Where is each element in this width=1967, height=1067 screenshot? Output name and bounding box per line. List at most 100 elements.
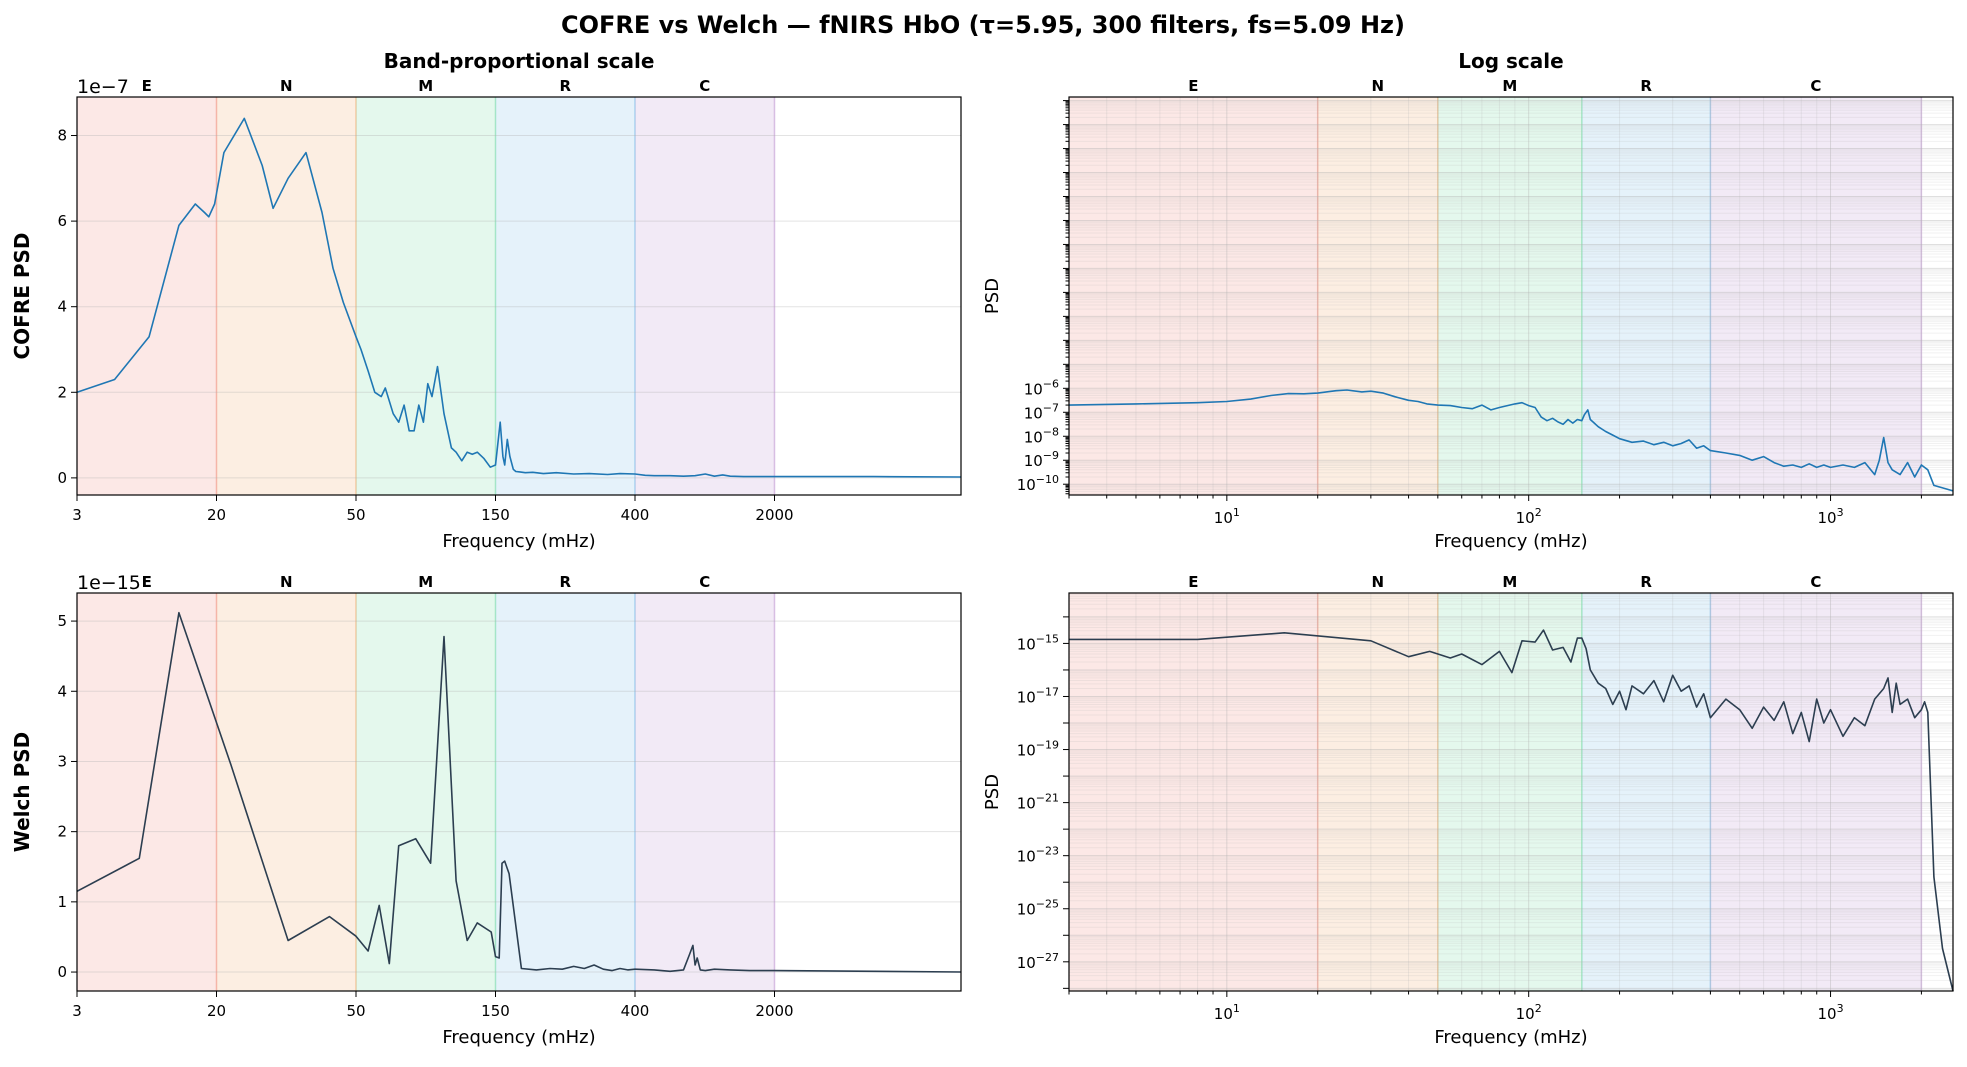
series-line [76,117,962,478]
band-label-n: N [280,573,293,591]
x-tick-label: 102 [1516,1002,1542,1023]
series-line [1069,629,1954,992]
band-region-e [1069,593,1318,991]
x-axis-label: Frequency (mHz) [442,531,595,552]
band-label-r: R [559,573,571,591]
panel-cofre-log-scale: E N M R C 101 102 103 10−6 10−7 10−8 10−9 10−10 Frequ… [982,49,1954,552]
y-axis-label: COFRE PSD [10,232,34,359]
plot-frame [1068,592,1954,992]
y-tick-label: 2 [57,383,67,401]
band-label-c: C [699,573,710,591]
band-region-r [1581,593,1711,991]
band-label-e: E [1188,77,1198,95]
x-tick-label: 20 [207,1002,226,1020]
band-label-n: N [280,77,293,95]
band-label-r: R [559,77,571,95]
x-tick-label: 2000 [755,1002,793,1020]
x-tick-label: 150 [481,1002,510,1020]
y-tick-label: 10−8 [1024,425,1059,446]
band-region-m [356,97,496,495]
band-label-e: E [142,77,152,95]
band-label-c: C [699,77,710,95]
plot-frame [1068,96,1954,496]
x-tick-label: 103 [1817,506,1843,527]
x-tick-label: 101 [1214,1002,1240,1023]
band-label-e: E [142,573,152,591]
band-region-r [495,97,635,495]
y-tick-label: 10−25 [1017,898,1059,919]
y-tick-label: 10−6 [1024,377,1059,398]
plot-frame [76,592,962,992]
y-tick-label: 5 [57,612,67,630]
band-region-n [216,97,356,495]
y-tick-label: 10−9 [1024,449,1059,470]
x-tick-label: 50 [346,506,365,524]
band-region-n [1317,593,1438,991]
band-region-c [1710,97,1922,495]
y-tick-label: 10−27 [1017,951,1059,972]
y-tick-label: 10−21 [1017,792,1059,813]
band-region-n [1317,97,1438,495]
figure-title: COFRE vs Welch — fNIRS HbO (τ=5.95, 300 … [561,11,1405,39]
y-axis-label: PSD [982,278,1003,314]
band-label-r: R [1640,573,1652,591]
y-axis-label: PSD [982,774,1003,810]
y-tick-label: 6 [57,212,67,230]
band-label-m: M [1502,573,1517,591]
band-label-m: M [418,77,433,95]
y-tick-label: 0 [57,469,67,487]
y-offset-label: 1e−15 [77,572,141,594]
band-region-m [356,593,496,991]
x-tick-label: 3 [72,1002,82,1020]
band-region-e [77,593,217,991]
band-region-r [495,593,635,991]
x-tick-label: 400 [621,1002,650,1020]
series-line [76,611,962,973]
plot-frame [76,96,962,496]
y-tick-label: 0 [57,963,67,981]
band-region-m [1437,97,1582,495]
y-tick-label: 3 [57,752,67,770]
band-label-n: N [1371,573,1384,591]
y-tick-label: 1 [57,893,67,911]
y-tick-label: 10−17 [1017,685,1059,706]
x-tick-label: 20 [207,506,226,524]
x-tick-label: 50 [346,1002,365,1020]
band-label-c: C [1810,77,1821,95]
band-label-r: R [1640,77,1652,95]
x-axis-label: Frequency (mHz) [1434,531,1587,552]
y-axis-label: Welch PSD [10,732,34,853]
y-tick-label: 2 [57,823,67,841]
band-region-n [216,593,356,991]
y-tick-label: 10−10 [1017,473,1059,494]
band-region-r [1581,97,1711,495]
y-tick-label: 10−15 [1017,632,1059,653]
x-tick-label: 3 [72,506,82,524]
band-region-e [77,97,217,495]
series-line [1068,389,1954,492]
x-tick-label: 101 [1214,506,1240,527]
panel-welch-band-proportional: E N M R C 0 1 2 3 4 5 3 20 50 150 400 2000 Frequency (mHz… [10,572,962,1048]
y-tick-label: 10−7 [1024,401,1059,422]
y-tick-label: 4 [57,298,67,316]
x-axis-label: Frequency (mHz) [442,1027,595,1048]
band-region-e [1069,97,1318,495]
y-tick-label: 10−23 [1017,845,1059,866]
x-axis-label: Frequency (mHz) [1434,1027,1587,1048]
band-region-c [635,97,775,495]
panel-welch-log-scale: E N M R C 101 102 103 10−15 10−17 10−19 10−21 10−23 1… [982,573,1954,1048]
x-tick-label: 2000 [755,506,793,524]
band-region-c [1710,593,1922,991]
panel-title: Band-proportional scale [384,49,655,73]
band-region-m [1437,593,1582,991]
panel-title: Log scale [1458,49,1563,73]
band-label-n: N [1371,77,1384,95]
band-label-e: E [1188,573,1198,591]
y-tick-label: 4 [57,682,67,700]
x-tick-label: 103 [1817,1002,1843,1023]
band-label-m: M [1502,77,1517,95]
x-tick-label: 102 [1516,506,1542,527]
band-label-m: M [418,573,433,591]
x-tick-label: 400 [621,506,650,524]
